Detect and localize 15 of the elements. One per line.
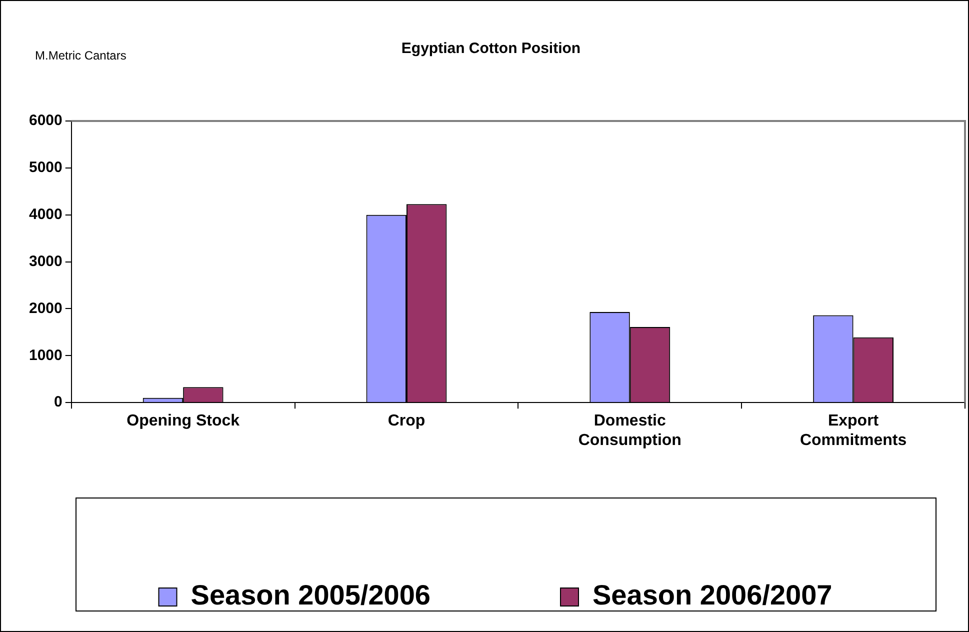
x-tick-label: Export Commitments <box>800 412 907 449</box>
y-axis-title: M.Metric Cantars <box>35 48 126 62</box>
y-tick-label: 1000 <box>28 346 62 364</box>
x-tick-label: Domestic Consumption <box>578 412 682 449</box>
x-tick-label: Crop <box>388 412 426 430</box>
y-tick-label: 6000 <box>28 112 62 130</box>
y-tick-label: 0 <box>54 394 62 411</box>
x-tick-label: Opening Stock <box>126 412 240 430</box>
y-tick-label: 5000 <box>28 159 62 176</box>
chart-title: Egyptian Cotton Position <box>401 40 581 58</box>
y-tick-label: 3000 <box>28 252 62 270</box>
y-tick-label: 2000 <box>28 300 62 317</box>
legend-label: Season 2006/2007 <box>592 580 832 611</box>
y-tick-label: 4000 <box>28 206 62 224</box>
legend-label: Season 2005/2006 <box>190 580 431 611</box>
